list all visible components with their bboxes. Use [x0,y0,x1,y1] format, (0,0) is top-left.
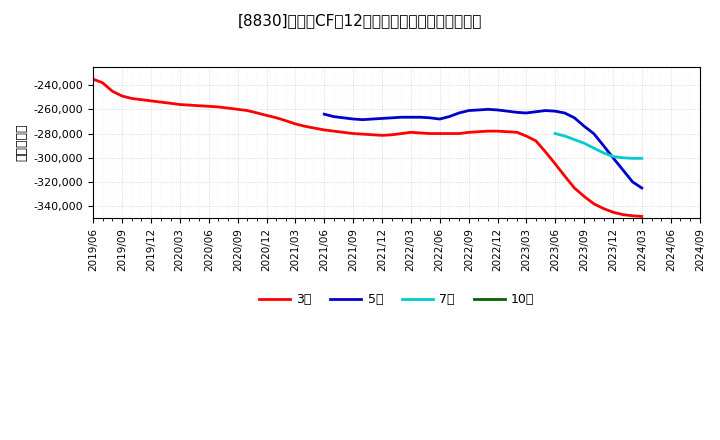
Text: [8830]　投資CFの12か月移動合計の平均値の推移: [8830] 投資CFの12か月移動合計の平均値の推移 [238,13,482,28]
Legend: 3年, 5年, 7年, 10年: 3年, 5年, 7年, 10年 [253,288,539,311]
Y-axis label: （百万円）: （百万円） [15,124,28,161]
